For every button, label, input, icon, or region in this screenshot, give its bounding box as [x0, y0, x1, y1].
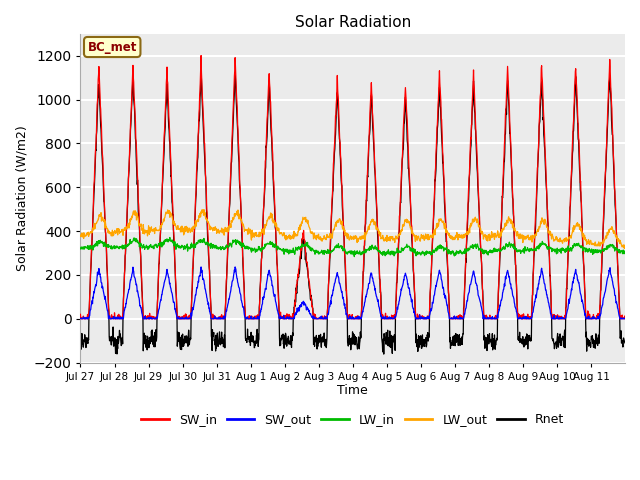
- LW_out: [339, 226, 346, 231]
- LW_in: [615, 250, 623, 255]
- SW_out: [77, 315, 84, 321]
- LW_in: [328, 249, 336, 254]
- Rnet: [561, 336, 569, 342]
- Rnet: [162, 108, 170, 114]
- Rnet: [77, 338, 84, 344]
- Rnet: [482, 344, 490, 350]
- Line: SW_in: SW_in: [81, 56, 625, 319]
- LW_out: [481, 232, 489, 238]
- SW_in: [339, 208, 347, 214]
- Y-axis label: Solar Radiation (W/m2): Solar Radiation (W/m2): [15, 125, 28, 271]
- SW_in: [77, 312, 84, 317]
- SW_out: [482, 315, 490, 321]
- LW_in: [166, 235, 173, 240]
- SW_in: [561, 314, 569, 320]
- LW_out: [621, 246, 628, 252]
- Rnet: [615, 285, 623, 291]
- LW_in: [351, 254, 358, 260]
- SW_out: [339, 294, 347, 300]
- LW_in: [77, 246, 84, 252]
- LW_out: [561, 236, 569, 241]
- Rnet: [621, 340, 629, 346]
- SW_in: [329, 186, 337, 192]
- Text: BC_met: BC_met: [88, 40, 137, 53]
- SW_in: [77, 316, 84, 322]
- LW_in: [621, 249, 629, 254]
- SW_in: [621, 313, 629, 319]
- Rnet: [231, 70, 239, 75]
- Rnet: [339, 210, 346, 216]
- SW_out: [329, 290, 337, 296]
- Title: Solar Radiation: Solar Radiation: [294, 15, 411, 30]
- SW_out: [561, 316, 569, 322]
- SW_out: [162, 273, 170, 279]
- LW_out: [200, 207, 208, 213]
- LW_out: [162, 211, 170, 216]
- SW_in: [482, 313, 490, 319]
- SW_in: [197, 53, 205, 59]
- LW_in: [162, 239, 170, 244]
- Line: Rnet: Rnet: [81, 72, 625, 354]
- Rnet: [328, 198, 336, 204]
- SW_out: [77, 316, 85, 322]
- SW_in: [615, 287, 623, 293]
- SW_out: [615, 310, 623, 316]
- LW_in: [482, 249, 490, 255]
- LW_out: [328, 235, 336, 241]
- SW_out: [621, 315, 629, 321]
- Line: LW_in: LW_in: [81, 238, 625, 257]
- SW_in: [162, 97, 170, 103]
- Rnet: [380, 351, 388, 357]
- LW_in: [561, 249, 569, 255]
- LW_out: [621, 243, 629, 249]
- LW_out: [77, 233, 84, 239]
- Line: SW_out: SW_out: [81, 267, 625, 319]
- LW_out: [614, 236, 622, 241]
- Line: LW_out: LW_out: [81, 210, 625, 249]
- X-axis label: Time: Time: [337, 384, 368, 397]
- LW_in: [339, 244, 346, 250]
- SW_out: [231, 264, 239, 270]
- Legend: SW_in, SW_out, LW_in, LW_out, Rnet: SW_in, SW_out, LW_in, LW_out, Rnet: [136, 408, 569, 432]
